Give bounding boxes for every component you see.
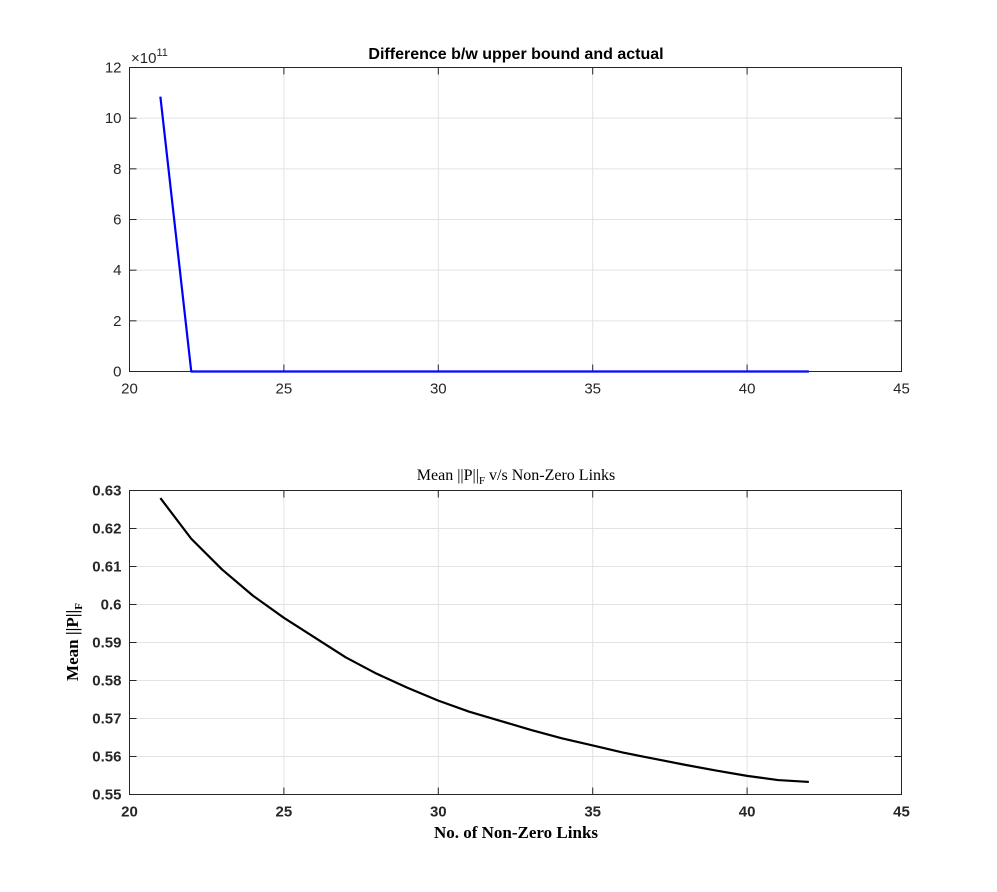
top-chart: Difference b/w upper bound and actual ×1… — [105, 46, 910, 398]
bottom-chart-ytick-label: 0.6 — [101, 597, 122, 614]
top-chart-exponent: ×1011 — [131, 47, 168, 67]
top-chart-ytick-label: 8 — [113, 161, 121, 178]
top-chart-ytick-label: 12 — [105, 60, 122, 77]
bottom-chart-xlabel: No. of Non-Zero Links — [434, 823, 598, 842]
bottom-chart-gridlines — [129, 490, 902, 795]
bottom-chart-ytick-label: 0.58 — [92, 673, 121, 690]
top-chart-title: Difference b/w upper bound and actual — [368, 46, 663, 63]
bottom-chart: Mean ||P||F v/s Non-Zero Links No. of No… — [63, 467, 910, 842]
bottom-chart-ytick-label: 0.63 — [92, 483, 121, 500]
bottom-chart-ytick-label: 0.59 — [92, 635, 121, 652]
top-chart-ytick-label: 6 — [113, 212, 121, 229]
bottom-chart-series — [159, 497, 809, 784]
top-chart-xtick-label: 45 — [893, 381, 910, 398]
top-chart-axis-ticks: 20 25 30 35 40 45 0 2 4 6 8 10 12 — [105, 60, 910, 398]
bottom-chart-xtick-label: 40 — [739, 804, 756, 821]
top-chart-ytick-label: 4 — [113, 262, 121, 279]
bottom-chart-xtick-label: 35 — [584, 804, 601, 821]
bottom-chart-series-line — [159, 497, 809, 784]
bottom-chart-xtick-label: 20 — [121, 804, 138, 821]
top-chart-xtick-label: 30 — [430, 381, 447, 398]
bottom-chart-ylabel: Mean ||P||F — [63, 603, 85, 681]
bottom-chart-axes-box — [129, 490, 902, 795]
top-chart-ytick-label: 0 — [113, 364, 121, 381]
top-chart-gridlines — [129, 67, 902, 372]
top-chart-series-line — [159, 96, 809, 373]
top-chart-xtick-label: 25 — [276, 381, 293, 398]
top-chart-xtick-label: 35 — [584, 381, 601, 398]
bottom-chart-xtick-label: 25 — [276, 804, 293, 821]
bottom-chart-xtick-label: 30 — [430, 804, 447, 821]
top-chart-axes-box — [129, 67, 902, 372]
bottom-chart-ytick-label: 0.56 — [92, 749, 121, 766]
bottom-chart-ytick-label: 0.62 — [92, 521, 121, 538]
bottom-chart-ytick-label: 0.61 — [92, 559, 121, 576]
bottom-chart-ytick-label: 0.55 — [92, 787, 121, 804]
top-chart-series — [159, 96, 809, 373]
bottom-chart-ytick-label: 0.57 — [92, 711, 121, 728]
bottom-chart-axis-ticks: 20 25 30 35 40 45 0.55 0.56 0.57 0.58 0.59 0.6 0.61 0… — [92, 483, 910, 821]
top-chart-ytick-label: 2 — [113, 313, 121, 330]
top-chart-xtick-label: 20 — [121, 381, 138, 398]
bottom-chart-xtick-label: 45 — [893, 804, 910, 821]
top-chart-ytick-label: 10 — [105, 110, 122, 127]
top-chart-xtick-label: 40 — [739, 381, 756, 398]
bottom-chart-title: Mean ||P||F v/s Non-Zero Links — [417, 467, 615, 487]
